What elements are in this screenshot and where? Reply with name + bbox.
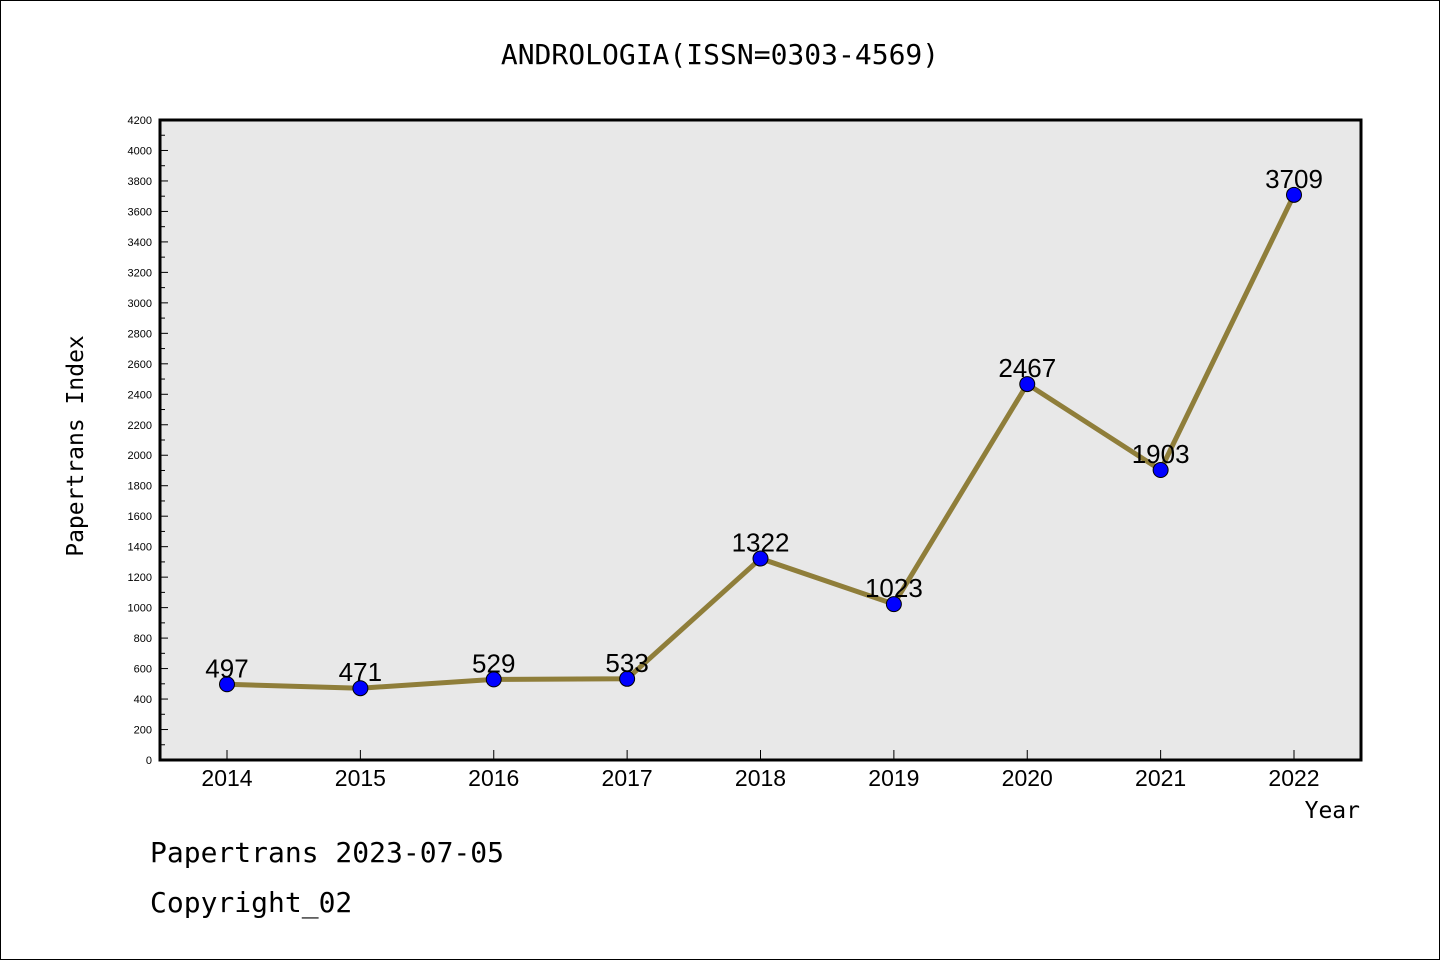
data-point [752, 550, 769, 567]
y-axis-ticks: 0 200 400 600 800 1000 1200 1400 1600 1800 2000 220… [128, 115, 168, 767]
x-tick-label: 2021 [1135, 765, 1186, 791]
y-tick-label: 3200 [128, 267, 152, 279]
data-label: 3709 [1265, 164, 1323, 194]
x-axis-label: Year [1304, 798, 1360, 824]
data-point [619, 670, 636, 687]
data-label: 1023 [865, 573, 923, 603]
y-tick-label: 1000 [128, 603, 152, 615]
y-tick-label: 800 [134, 633, 152, 645]
y-tick-label: 2800 [128, 328, 152, 340]
footer-date: Papertrans 2023-07-05 [150, 836, 505, 869]
data-point [885, 596, 902, 613]
y-tick-label: 2600 [128, 359, 152, 371]
x-tick-label: 2014 [201, 765, 252, 791]
plot-border [158, 118, 1363, 762]
data-point [1286, 186, 1302, 203]
y-tick-label: 3000 [128, 298, 152, 310]
x-axis-ticks: 2014 2015 2016 2017 2018 2019 2020 2021 2022 [201, 750, 1320, 791]
data-point [352, 680, 369, 697]
plot-area [160, 120, 1361, 760]
data-label: 471 [339, 657, 382, 687]
y-tick-label: 1200 [128, 572, 152, 584]
y-tick-label: 1400 [128, 542, 152, 554]
x-tick-label: 2018 [735, 765, 786, 791]
data-label: 1903 [1132, 439, 1190, 469]
data-point [219, 676, 235, 693]
footer-copyright: Copyright_02 [150, 886, 353, 919]
data-label: 497 [205, 653, 248, 683]
y-tick-label: 3600 [128, 206, 152, 218]
y-tick-label: 0 [146, 755, 152, 767]
data-point [1019, 376, 1036, 393]
data-label: 533 [605, 648, 648, 678]
y-tick-label: 3800 [128, 176, 152, 188]
data-labels: 497 471 529 533 1322 1023 2467 1903 3709 [205, 164, 1323, 687]
data-point [485, 671, 502, 688]
x-tick-label: 2022 [1268, 765, 1319, 791]
x-tick-label: 2019 [868, 765, 919, 791]
y-tick-label: 2200 [128, 420, 152, 432]
data-point [1152, 462, 1169, 479]
y-tick-label: 2400 [128, 389, 152, 401]
y-tick-label: 600 [134, 664, 152, 676]
chart-title: ANDROLOGIA(ISSN=0303-4569) [500, 38, 940, 71]
x-tick-label: 2017 [602, 765, 653, 791]
x-tick-label: 2020 [1002, 765, 1053, 791]
y-tick-label: 200 [134, 725, 152, 737]
data-label: 529 [472, 648, 515, 678]
y-tick-label: 3400 [128, 237, 152, 249]
x-tick-label: 2016 [468, 765, 519, 791]
series-markers [219, 186, 1302, 697]
x-tick-label: 2015 [335, 765, 386, 791]
y-tick-label: 2000 [128, 450, 152, 462]
y-tick-label: 4000 [128, 145, 152, 157]
y-tick-label: 400 [134, 694, 152, 706]
y-tick-label: 1800 [128, 481, 152, 493]
y-tick-label: 4200 [128, 115, 152, 127]
data-label: 2467 [998, 353, 1056, 383]
y-tick-label: 1600 [128, 511, 152, 523]
data-label: 1322 [732, 528, 790, 558]
